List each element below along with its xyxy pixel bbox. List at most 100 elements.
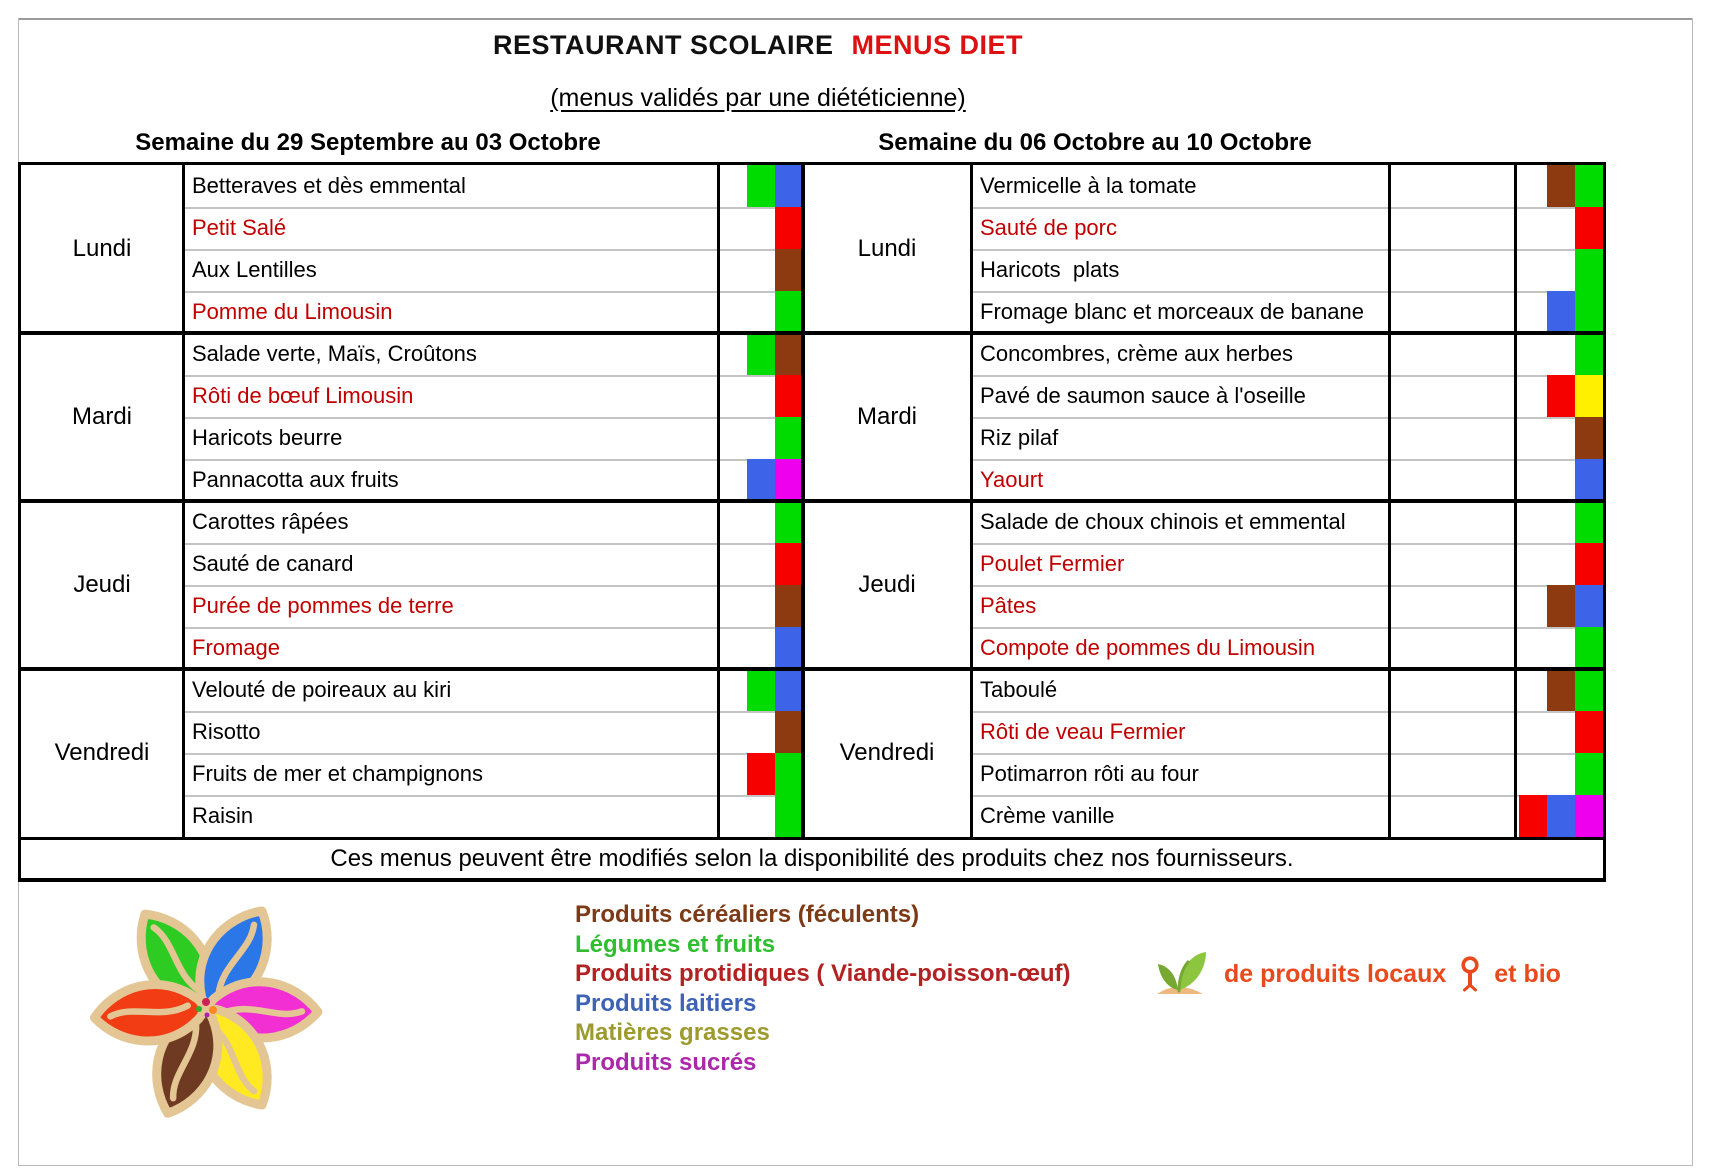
swatch-cell: [718, 459, 803, 501]
category-swatch-brown: [1547, 585, 1575, 627]
menu-item-cell: Riz pilaf: [971, 417, 1389, 459]
page-right-line: [1692, 18, 1693, 1166]
category-swatch-red: [747, 753, 775, 795]
category-swatch-green: [1575, 333, 1603, 375]
legend-item-3: Produits laitiers: [575, 989, 757, 1017]
category-swatch-blue: [1547, 291, 1575, 333]
flower-logo: [89, 906, 323, 1118]
category-swatch-green: [1575, 627, 1603, 669]
availability-note: Ces menus peuvent être modifiés selon la…: [18, 840, 1606, 882]
spacer-cell: [1389, 501, 1515, 543]
spacer-cell: [1389, 669, 1515, 711]
menu-item-cell: Pâtes: [971, 585, 1389, 627]
swatch-cell: [718, 753, 803, 795]
swatch-cell: [1515, 333, 1603, 375]
week1-header: Semaine du 29 Septembre au 03 Octobre: [135, 129, 601, 156]
swatch-cell: [718, 627, 803, 669]
category-swatch-magenta: [775, 459, 803, 501]
swatch-cell: [1515, 291, 1603, 333]
menu-item-cell: Velouté de poireaux au kiri: [192, 677, 452, 702]
category-swatch-red: [775, 207, 803, 249]
category-swatch-green: [1575, 249, 1603, 291]
bio-banner: de produits locaux et bio: [1148, 944, 1561, 1004]
menu-item-cell: Taboulé: [980, 677, 1058, 702]
swatch-cell: [1515, 165, 1603, 207]
menu-table: Lundi Betteraves et dès emmental Petit Sal…: [18, 162, 1606, 840]
category-swatch-brown: [775, 249, 803, 291]
category-swatch-red: [775, 543, 803, 585]
bio-text-after: et bio: [1494, 959, 1561, 988]
category-swatch-blue: [775, 627, 803, 669]
document-subtitle: (menus validés par une diététicienne): [550, 84, 966, 112]
category-swatch-red: [1575, 543, 1603, 585]
swatch-cell: [1515, 501, 1603, 543]
swatch-cell: [718, 543, 803, 585]
legend-item-1: Légumes et fruits: [575, 930, 776, 958]
swatch-cell: [718, 291, 803, 333]
bio-text-before: de produits locaux: [1224, 959, 1447, 988]
menu-item-cell: Fromage: [183, 627, 718, 669]
swatch-cell: [718, 249, 803, 291]
category-swatch-green: [775, 795, 803, 837]
day-cell-vendredi-week2: Vendredi: [839, 739, 935, 766]
menu-item-cell: Yaourt: [971, 459, 1389, 501]
category-swatch-blue: [775, 669, 803, 711]
category-swatch-blue: [775, 165, 803, 207]
page-bottom-line: [18, 1165, 1692, 1166]
spacer-cell: [1389, 417, 1515, 459]
menu-item-cell: Petit Salé: [183, 207, 718, 249]
category-swatch-green: [1575, 291, 1603, 333]
legend-item-2: Produits protidiques ( Viande-poisson-œu…: [575, 960, 1071, 987]
flower-petal-5: [89, 980, 208, 1046]
menu-item-cell: Sauté de canard: [183, 543, 718, 585]
swatch-cell: [718, 417, 803, 459]
category-swatch-blue: [1547, 795, 1575, 837]
spacer-cell: [1389, 207, 1515, 249]
category-swatch-green: [775, 417, 803, 459]
menu-item-cell: Potimarron rôti au four: [971, 753, 1389, 795]
menu-item-cell: Aux Lentilles: [183, 249, 718, 291]
swatch-cell: [718, 669, 803, 711]
swatch-cell: [1515, 669, 1603, 711]
category-swatch-blue: [747, 459, 775, 501]
menu-item-cell: Risotto: [183, 711, 718, 753]
category-swatch-red: [1547, 375, 1575, 417]
flower-center-logo: [202, 998, 210, 1006]
spacer-cell: [1389, 543, 1515, 585]
spacer-cell: [1389, 291, 1515, 333]
menu-item-cell: Salade de choux chinois et emmental: [980, 509, 1346, 534]
menu-item-cell: Fromage blanc et morceaux de banane: [971, 291, 1389, 333]
menu-item-cell: Pomme du Limousin: [183, 291, 718, 333]
day-cell-lundi-week1: Lundi: [72, 235, 132, 262]
menu-item-cell: Pannacotta aux fruits: [183, 459, 718, 501]
day-cell-mardi-week1: Mardi: [71, 403, 132, 430]
day-cell-mardi-week2: Mardi: [856, 403, 917, 430]
swatch-cell: [718, 375, 803, 417]
category-swatch-red: [1575, 207, 1603, 249]
swatch-cell: [1515, 459, 1603, 501]
flower-center-logo: [204, 1012, 210, 1018]
category-swatch-brown: [1547, 165, 1575, 207]
swatch-cell: [718, 165, 803, 207]
category-swatch-brown: [1575, 417, 1603, 459]
category-swatch-green: [747, 165, 775, 207]
swatch-cell: [1515, 795, 1603, 837]
menu-item-cell: Vermicelle à la tomate: [980, 173, 1197, 198]
spacer-cell: [1389, 795, 1515, 837]
swatch-cell: [718, 501, 803, 543]
menu-item-cell: Betteraves et dès emmental: [192, 173, 466, 198]
flower-center-logo: [196, 1006, 202, 1012]
menu-item-cell: Salade verte, Maïs, Croûtons: [192, 341, 477, 366]
category-swatch-magenta: [1575, 795, 1603, 837]
menu-item-cell: Rôti de bœuf Limousin: [183, 375, 718, 417]
swatch-cell: [1515, 711, 1603, 753]
category-swatch-blue: [1575, 585, 1603, 627]
sprout-icon: [1157, 952, 1206, 994]
category-swatch-green: [747, 669, 775, 711]
category-swatch-brown: [775, 585, 803, 627]
spacer-cell: [1389, 459, 1515, 501]
spacer-cell: [1389, 375, 1515, 417]
menu-item-cell: Poulet Fermier: [971, 543, 1389, 585]
menu-item-cell: Fruits de mer et champignons: [183, 753, 718, 795]
